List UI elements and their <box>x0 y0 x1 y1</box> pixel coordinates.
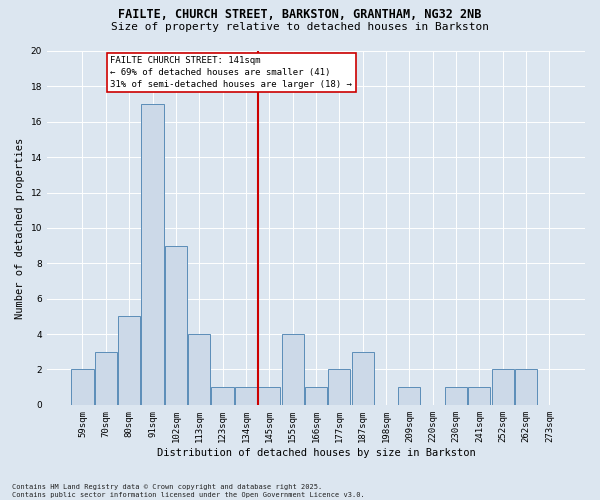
X-axis label: Distribution of detached houses by size in Barkston: Distribution of detached houses by size … <box>157 448 475 458</box>
Bar <box>71 370 94 405</box>
Bar <box>95 352 117 405</box>
Bar <box>445 387 467 405</box>
Text: Size of property relative to detached houses in Barkston: Size of property relative to detached ho… <box>111 22 489 32</box>
Bar <box>469 387 490 405</box>
Bar <box>165 246 187 405</box>
Bar <box>328 370 350 405</box>
Bar <box>491 370 514 405</box>
Bar <box>188 334 211 405</box>
Bar <box>398 387 421 405</box>
Bar <box>258 387 280 405</box>
Bar <box>352 352 374 405</box>
Text: FAILTE, CHURCH STREET, BARKSTON, GRANTHAM, NG32 2NB: FAILTE, CHURCH STREET, BARKSTON, GRANTHA… <box>118 8 482 20</box>
Bar <box>211 387 233 405</box>
Bar <box>142 104 164 405</box>
Text: FAILTE CHURCH STREET: 141sqm
← 69% of detached houses are smaller (41)
31% of se: FAILTE CHURCH STREET: 141sqm ← 69% of de… <box>110 56 352 89</box>
Bar <box>305 387 327 405</box>
Bar <box>515 370 537 405</box>
Bar <box>235 387 257 405</box>
Bar <box>281 334 304 405</box>
Bar <box>118 316 140 405</box>
Text: Contains HM Land Registry data © Crown copyright and database right 2025.
Contai: Contains HM Land Registry data © Crown c… <box>12 484 365 498</box>
Y-axis label: Number of detached properties: Number of detached properties <box>15 138 25 318</box>
